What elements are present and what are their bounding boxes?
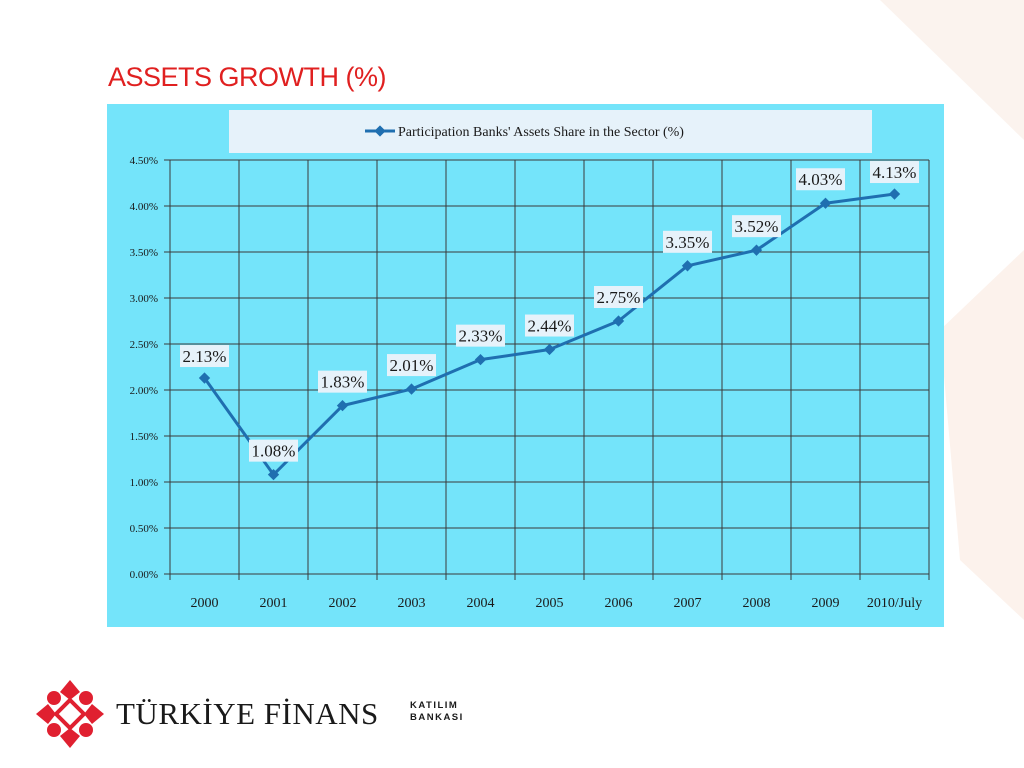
data-label-background	[318, 370, 367, 393]
logo-subtitle: KATILIM BANKASI	[410, 700, 464, 724]
data-label: 3.52%	[735, 217, 779, 236]
data-label-background	[456, 324, 505, 347]
data-labels: 2.13% 1.08% 1.83% 2.01% 2.33% 2.44% 2.75% 3.35%…	[180, 161, 919, 462]
y-tick-label: 2.50%	[130, 339, 158, 351]
data-label: 2.13%	[183, 347, 227, 366]
data-label-background	[180, 345, 229, 368]
x-tick-label: 2008	[743, 596, 771, 611]
data-label: 2.33%	[459, 327, 503, 346]
x-tick-label: 2004	[467, 596, 495, 611]
y-tick-label: 0.00%	[130, 569, 158, 581]
slide-title: ASSETS GROWTH (%)	[108, 62, 387, 92]
y-tick-label: 1.50%	[130, 431, 158, 443]
data-label-background	[594, 286, 643, 308]
y-tick-label: 4.50%	[130, 155, 158, 167]
data-label: 2.44%	[528, 317, 572, 336]
x-tick-label: 2000	[191, 596, 219, 611]
x-tick-label: 2006	[605, 596, 633, 611]
logo-subtitle-line2: BANKASI	[410, 712, 464, 723]
legend-series-label: Participation Banks' Assets Share in the…	[398, 125, 684, 140]
y-tick-label: 0.50%	[130, 523, 158, 535]
data-label: 4.03%	[799, 170, 843, 189]
data-label-background	[387, 354, 436, 377]
x-tick-label: 2005	[536, 596, 564, 611]
legend-box	[229, 110, 872, 153]
data-point-marker	[888, 188, 901, 200]
x-tick-label: 2010/July	[867, 596, 922, 611]
data-label: 2.01%	[390, 356, 434, 375]
data-label-background	[870, 161, 919, 184]
data-point-marker	[819, 197, 832, 209]
x-tick-label: 2003	[398, 596, 426, 611]
y-tick-label: 2.00%	[130, 385, 158, 397]
data-point-marker	[267, 468, 280, 481]
x-tick-label: 2002	[329, 596, 357, 611]
y-tick-label: 3.00%	[130, 293, 158, 305]
logo-flower-icon	[36, 680, 104, 748]
data-label: 1.08%	[252, 442, 296, 461]
logo-wordmark: TÜRKİYE FİNANS	[116, 696, 379, 731]
line-chart: Participation Banks' Assets Share in the…	[130, 110, 930, 611]
data-point-marker	[543, 343, 556, 356]
grid	[164, 159, 930, 580]
data-label-background	[796, 168, 845, 191]
data-point-marker	[405, 383, 418, 395]
data-label: 4.13%	[873, 163, 917, 182]
y-axis-ticks: 0.00% 0.50% 1.00% 1.50% 2.00% 2.50% 3.00% 3.50%…	[130, 155, 158, 581]
y-tick-label: 3.50%	[130, 247, 158, 259]
x-tick-label: 2001	[260, 596, 288, 611]
y-tick-label: 4.00%	[130, 201, 158, 213]
data-label-background	[732, 215, 781, 238]
data-label-background	[249, 439, 298, 462]
data-point-marker	[681, 260, 694, 272]
data-label-background	[663, 230, 712, 253]
data-label: 2.75%	[597, 288, 641, 307]
data-label-background	[525, 314, 574, 337]
data-label: 1.83%	[321, 373, 365, 392]
data-point-marker	[336, 399, 349, 412]
chart-panel: Participation Banks' Assets Share in the…	[107, 104, 944, 627]
y-tick-label: 1.00%	[130, 477, 158, 489]
x-axis-ticks: 2000 2001 2002 2003 2004 2005 2006 2007 2008 2009…	[191, 596, 923, 611]
data-label: 3.35%	[666, 233, 710, 252]
x-tick-label: 2007	[674, 596, 702, 611]
logo-subtitle-line1: KATILIM	[410, 700, 459, 711]
data-point-marker	[750, 244, 763, 256]
company-logo: TÜRKİYE FİNANS KATILIM BANKASI	[34, 678, 474, 748]
x-tick-label: 2009	[812, 596, 840, 611]
data-point-marker	[474, 353, 487, 366]
data-point-marker	[612, 315, 625, 327]
